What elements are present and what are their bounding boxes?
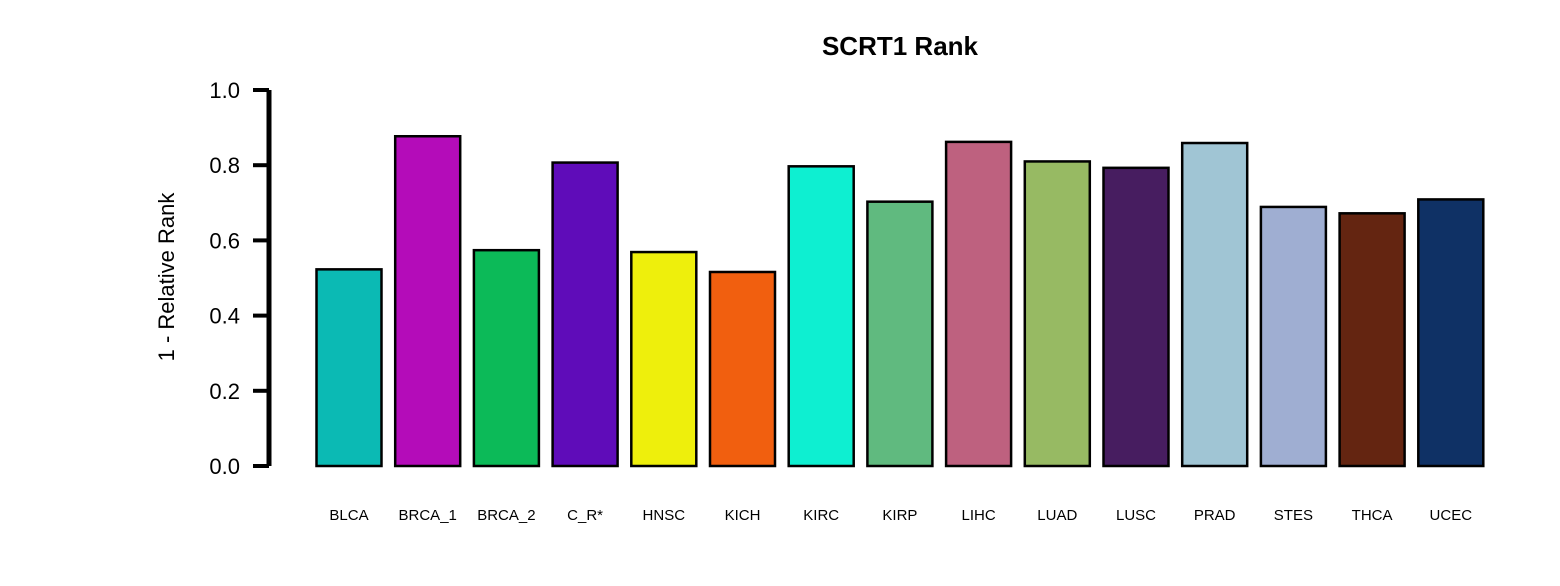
x-tick-label: UCEC [1430, 507, 1473, 524]
bar-thca [1338, 212, 1406, 468]
bar-c-r- [551, 161, 619, 468]
x-tick-label: LIHC [962, 507, 996, 524]
bar-hnsc [630, 250, 698, 468]
bars-group [315, 134, 1485, 468]
bar-kirc [787, 165, 855, 468]
x-tick-label: BRCA_1 [399, 507, 457, 524]
x-tick-labels: BLCA BRCA_1 BRCA_2 C_R* HNSC KICH KIRC KIRP LIHC… [329, 507, 1472, 524]
y-tick-label: 0.2 [209, 379, 240, 404]
y-axis-label: 1 - Relative Rank [154, 192, 179, 362]
x-tick-label: HNSC [643, 507, 686, 524]
bar-lihc [944, 140, 1013, 468]
x-tick-label: BRCA_2 [477, 507, 535, 524]
x-tick-label: THCA [1352, 507, 1393, 524]
bar-brca-1 [393, 134, 462, 468]
y-tick-label: 0.6 [209, 228, 240, 253]
x-tick-label: STES [1274, 507, 1313, 524]
bar-lusc [1102, 166, 1170, 468]
bar-brca-2 [472, 248, 541, 468]
y-tick-label: 1.0 [209, 78, 240, 103]
y-tick-label: 0.4 [209, 304, 240, 329]
x-tick-label: LUAD [1037, 507, 1077, 524]
y-axis: 0.0 0.2 0.4 0.6 0.8 1.0 [209, 78, 272, 479]
y-tick-label: 0.0 [209, 454, 240, 479]
bar-kich [708, 270, 777, 468]
x-tick-label: KIRC [803, 507, 839, 524]
y-tick-label: 0.8 [209, 153, 240, 178]
x-tick-label: C_R* [567, 507, 603, 524]
bar-kirp [866, 200, 934, 468]
bar-ucec [1417, 198, 1485, 468]
bar-prad [1180, 141, 1249, 468]
bar-blca [315, 268, 383, 468]
x-tick-label: KIRP [882, 507, 917, 524]
chart-title: SCRT1 Rank [822, 31, 979, 61]
bar-luad [1023, 160, 1092, 468]
x-tick-label: KICH [725, 507, 761, 524]
bar-stes [1259, 205, 1328, 468]
x-tick-label: LUSC [1116, 507, 1156, 524]
x-tick-label: PRAD [1194, 507, 1236, 524]
x-tick-label: BLCA [329, 507, 368, 524]
